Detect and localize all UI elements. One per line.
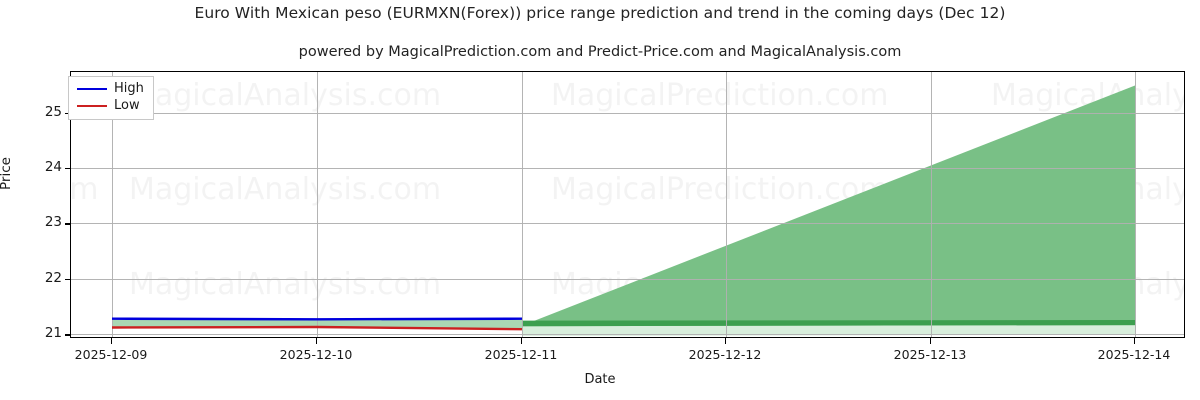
high-series-line [111, 317, 523, 321]
gridline-x-2025-12-10 [317, 72, 318, 337]
xtick-3 [725, 338, 727, 344]
gridline-y-21 [71, 334, 1184, 336]
xtick-2 [521, 338, 523, 344]
gridline-y-22 [71, 278, 1184, 280]
ytick-label-24: 24 [44, 158, 62, 175]
legend-label-high: High [114, 81, 144, 96]
ytick-24 [65, 167, 71, 169]
gridline-x-2025-12-14 [1135, 72, 1136, 337]
gridline-x-2025-12-11 [522, 72, 523, 337]
xtick-label-3: 2025-12-12 [688, 347, 762, 362]
ytick-21 [65, 334, 71, 336]
xtick-label-0: 2025-12-09 [74, 347, 148, 362]
ytick-label-22: 22 [44, 269, 62, 286]
legend-item-high: High [77, 82, 144, 96]
gridline-y-24 [71, 167, 1184, 169]
xtick-4 [930, 338, 932, 344]
gridline-x-2025-12-12 [726, 72, 727, 337]
gridline-x-2025-12-09 [112, 72, 113, 337]
x-axis-title: Date [584, 372, 616, 387]
xtick-label-2: 2025-12-11 [484, 347, 558, 362]
legend-label-low: Low [114, 98, 140, 113]
gridline-y-25 [71, 112, 1184, 114]
xtick-label-4: 2025-12-13 [893, 347, 967, 362]
legend-swatch-high [77, 87, 107, 91]
ytick-label-21: 21 [44, 325, 62, 342]
low-series-line [111, 325, 523, 331]
chart-title: Euro With Mexican peso (EURMXN(Forex)) p… [194, 4, 1006, 22]
outer-forecast-band [522, 85, 1135, 331]
inner-forecast-band [522, 320, 1135, 327]
legend-swatch-low [77, 104, 107, 108]
xtick-1 [316, 338, 318, 344]
series-lines [111, 317, 523, 331]
gridline-y-23 [71, 223, 1184, 225]
chart-subtitle: powered by MagicalPrediction.com and Pre… [298, 44, 902, 60]
xtick-label-1: 2025-12-10 [279, 347, 353, 362]
gridline-x-2025-12-13 [931, 72, 932, 337]
ytick-22 [65, 278, 71, 280]
forecast-bands [522, 85, 1135, 336]
ytick-label-25: 25 [44, 103, 62, 120]
xtick-label-5: 2025-12-14 [1097, 347, 1171, 362]
ytick-label-23: 23 [44, 214, 62, 231]
chart-legend: High Low [68, 76, 154, 120]
ytick-23 [65, 223, 71, 225]
legend-item-low: Low [77, 99, 144, 113]
pale-forecast-band [522, 325, 1135, 336]
y-axis-title: Price [0, 157, 14, 190]
xtick-5 [1134, 338, 1136, 344]
xtick-0 [111, 338, 113, 344]
